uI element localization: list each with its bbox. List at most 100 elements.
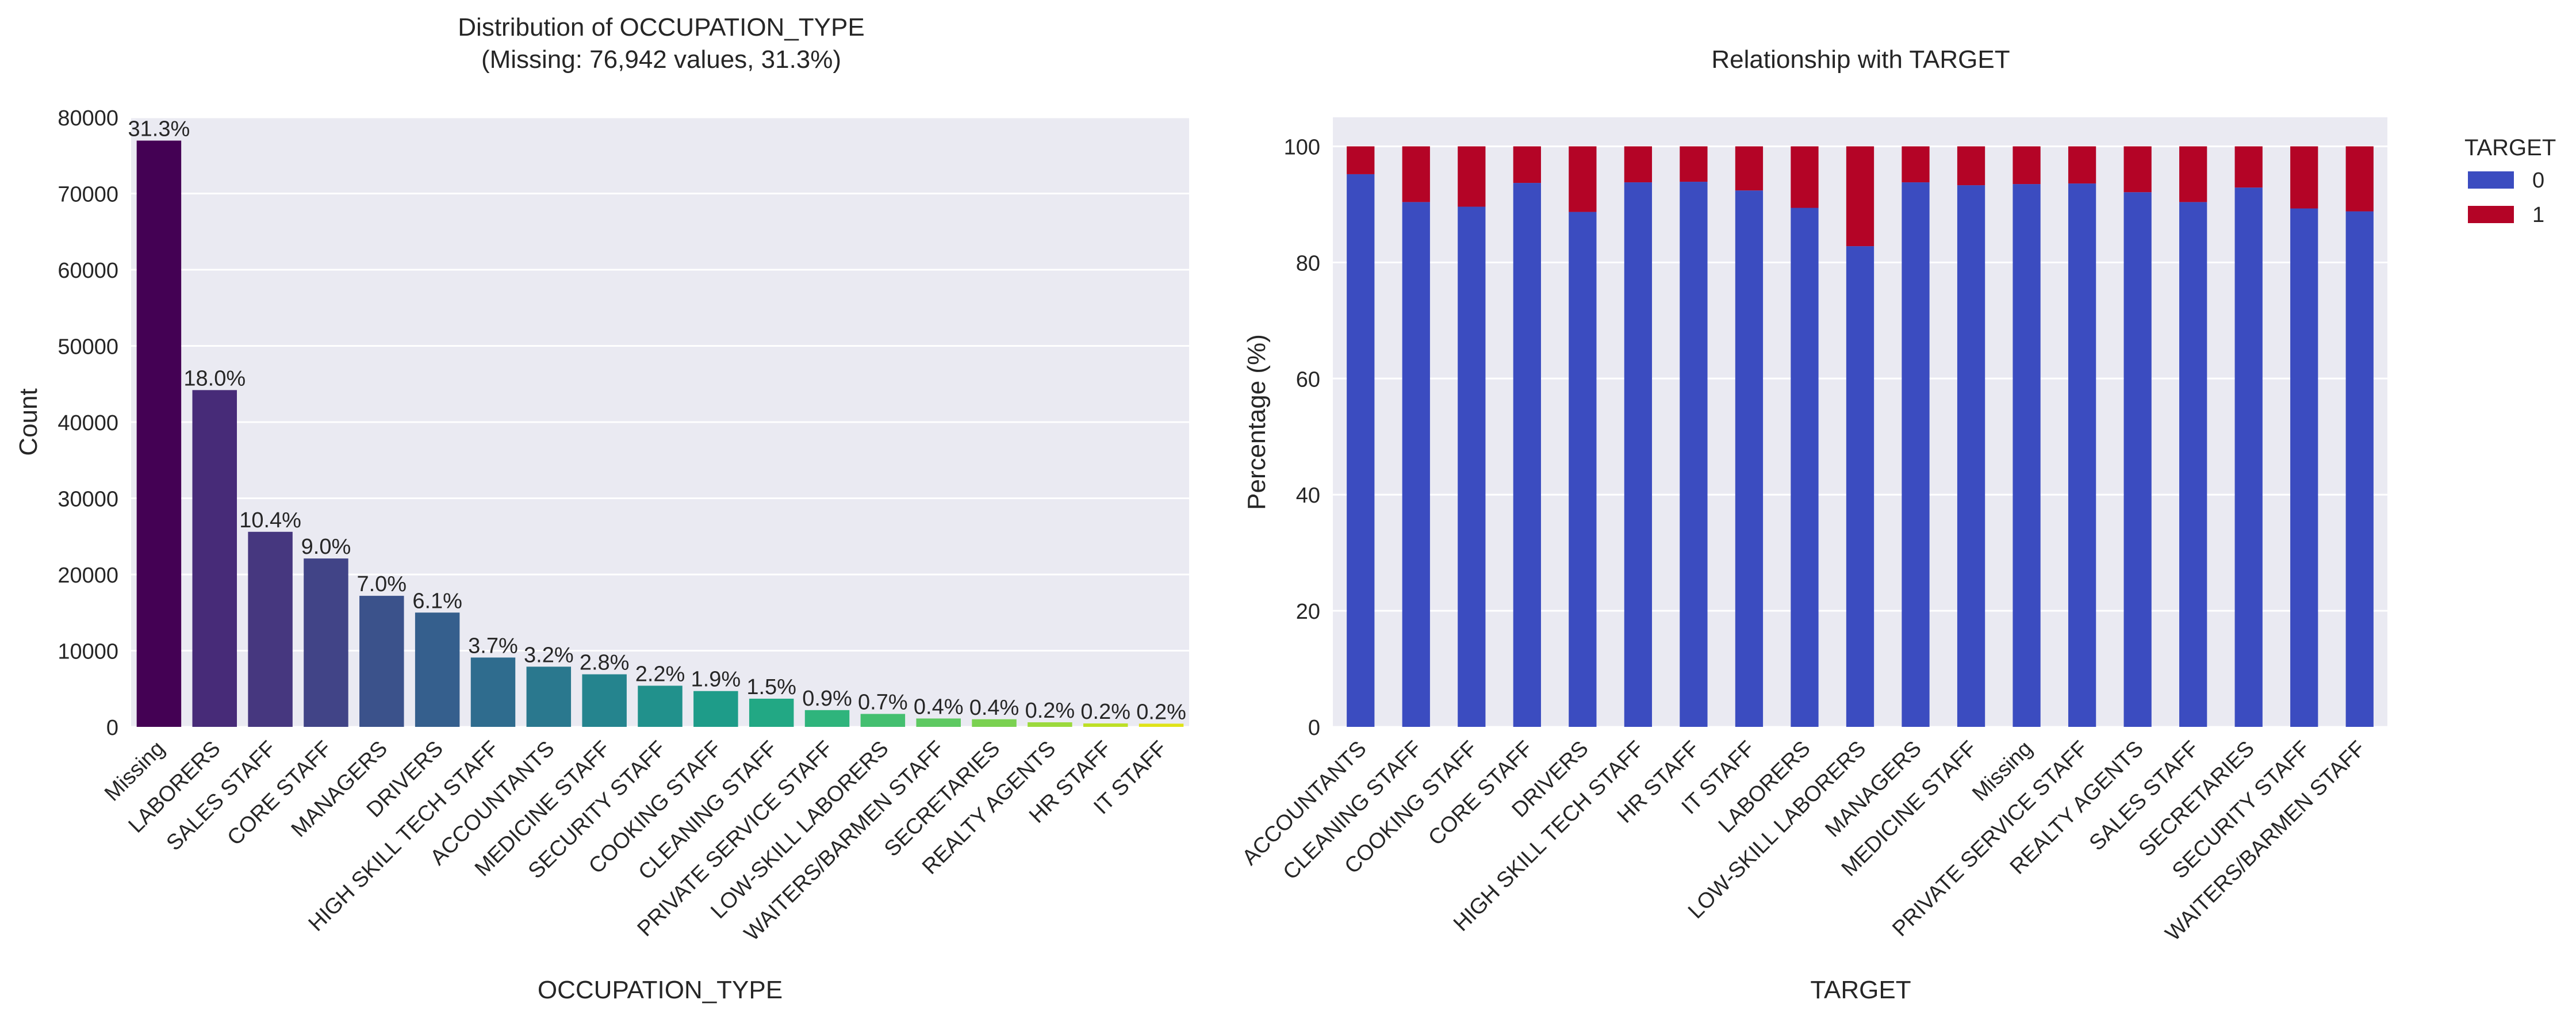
left-bar-1	[192, 390, 237, 727]
left-bar-label-9: 2.2%	[635, 662, 685, 686]
right-bar-12-target-0	[2012, 184, 2041, 727]
right-y-tick-3: 60	[1296, 367, 1320, 392]
left-bar-label-1: 18.0%	[183, 366, 246, 390]
right-y-tick-labels: 0 20 40 60 80 100	[1284, 135, 1320, 740]
right-bar-10-target-1	[1902, 146, 1930, 183]
left-bar-label-13: 0.7%	[858, 690, 908, 714]
right-y-tick-1: 20	[1296, 600, 1320, 624]
left-bar-11	[749, 698, 794, 727]
right-bar-18-target-0	[2345, 211, 2374, 727]
right-bar-0-target-1	[1347, 146, 1375, 174]
right-y-tick-2: 40	[1296, 484, 1320, 508]
right-chart-title: Relationship with TARGET	[1711, 45, 2010, 74]
right-bar-14-target-1	[2123, 146, 2152, 193]
right-bar-14-target-0	[2123, 192, 2152, 727]
left-bar-15	[972, 719, 1017, 727]
right-bar-7-target-1	[1735, 146, 1764, 191]
left-y-tick-6: 60000	[57, 259, 118, 283]
left-bar-3	[304, 558, 348, 727]
left-bar-label-2: 10.4%	[239, 508, 301, 533]
left-bar-7	[526, 666, 572, 727]
right-bar-7-target-0	[1735, 190, 1764, 727]
legend-title: TARGET	[2464, 135, 2556, 160]
left-x-tick-4: MANAGERS	[287, 737, 392, 842]
left-y-tick-1: 10000	[57, 640, 118, 664]
left-chart-title-line1: Distribution of OCCUPATION_TYPE	[458, 13, 864, 41]
left-bar-10	[693, 691, 738, 727]
right-bar-8-target-1	[1791, 146, 1819, 208]
left-bar-12	[804, 710, 850, 727]
right-bar-3-target-1	[1513, 146, 1541, 183]
left-bar-label-0: 31.3%	[128, 117, 190, 141]
left-y-tick-2: 20000	[57, 564, 118, 588]
right-bar-12-target-1	[2012, 146, 2041, 185]
left-y-tick-4: 40000	[57, 411, 118, 435]
right-bar-2-target-1	[1458, 146, 1486, 207]
right-bar-9-target-1	[1846, 146, 1874, 247]
right-bar-5-target-1	[1624, 146, 1653, 183]
right-bar-11-target-1	[1957, 146, 1985, 186]
left-bar-label-12: 0.9%	[802, 687, 852, 711]
right-bar-1-target-1	[1402, 146, 1430, 202]
legend-swatch-1	[2468, 206, 2514, 223]
left-bar-label-6: 3.7%	[468, 634, 518, 658]
left-bar-label-8: 2.8%	[580, 651, 630, 675]
left-y-tick-5: 50000	[57, 335, 118, 359]
left-bar-18	[1138, 723, 1184, 727]
right-bar-1-target-0	[1402, 202, 1430, 727]
right-bar-8-target-0	[1791, 208, 1819, 727]
left-bar-label-4: 7.0%	[356, 572, 407, 596]
right-stacked-bars	[1347, 146, 2374, 727]
right-bar-5-target-0	[1624, 182, 1653, 727]
left-bar-label-7: 3.2%	[524, 643, 574, 667]
legend-swatch-0	[2468, 171, 2514, 189]
left-bar-labels: 31.3% 18.0% 10.4%9.0%7.0%6.1%3.7% 3.2% 2.8% 2…	[128, 117, 1186, 725]
left-y-tick-0: 0	[106, 716, 118, 740]
right-bar-11-target-0	[1957, 185, 1985, 727]
right-bar-4-target-0	[1569, 212, 1597, 727]
left-bar-8	[582, 674, 627, 727]
right-bar-2-target-0	[1458, 206, 1486, 727]
right-bar-18-target-1	[2345, 146, 2374, 212]
right-y-tick-4: 80	[1296, 251, 1320, 275]
left-bar-label-10: 1.9%	[691, 668, 741, 692]
legend: TARGET 0 1	[2464, 135, 2556, 227]
left-bar-9	[638, 685, 683, 727]
left-x-axis-label: OCCUPATION_TYPE	[538, 976, 783, 1004]
left-bar-0	[136, 140, 182, 727]
right-y-tick-0: 0	[1308, 716, 1320, 740]
left-bar-label-5: 6.1%	[412, 589, 462, 613]
left-bar-label-11: 1.5%	[746, 675, 796, 699]
right-bar-13-target-1	[2068, 146, 2096, 184]
target-relationship-chart: Relationship with TARGET 0 20 40 60 80 100 AC…	[1237, 45, 2556, 1004]
legend-label-0: 0	[2532, 168, 2544, 193]
right-bar-9-target-0	[1846, 246, 1874, 727]
left-bar-label-3: 9.0%	[301, 535, 351, 559]
left-bar-13	[860, 714, 906, 727]
left-bar-label-14: 0.4%	[914, 695, 964, 719]
right-x-axis-label: TARGET	[1810, 976, 1911, 1004]
left-bar-label-18: 0.2%	[1136, 700, 1186, 724]
right-bar-13-target-0	[2068, 183, 2096, 727]
left-bars	[136, 140, 1184, 727]
right-bar-17-target-0	[2290, 208, 2318, 727]
left-y-tick-7: 70000	[57, 183, 118, 207]
right-bar-15-target-0	[2179, 202, 2207, 727]
right-bar-6-target-0	[1680, 182, 1708, 727]
left-bar-5	[415, 612, 460, 727]
right-y-tick-5: 100	[1284, 135, 1320, 159]
left-y-tick-8: 80000	[57, 106, 118, 131]
right-bar-15-target-1	[2179, 146, 2207, 202]
left-y-tick-3: 30000	[57, 488, 118, 512]
right-bar-0-target-0	[1347, 174, 1375, 727]
right-bar-4-target-1	[1569, 146, 1597, 212]
right-bar-16-target-1	[2234, 146, 2263, 188]
left-bar-17	[1083, 723, 1128, 727]
right-bar-16-target-0	[2234, 187, 2263, 727]
left-y-tick-labels: 0 10000 20000 30000 40000 50000 60000 70000 8000…	[57, 106, 118, 740]
right-bar-3-target-0	[1513, 183, 1541, 727]
left-bar-4	[359, 596, 404, 727]
occupation-count-chart: Distribution of OCCUPATION_TYPE (Missing…	[14, 13, 1189, 1004]
